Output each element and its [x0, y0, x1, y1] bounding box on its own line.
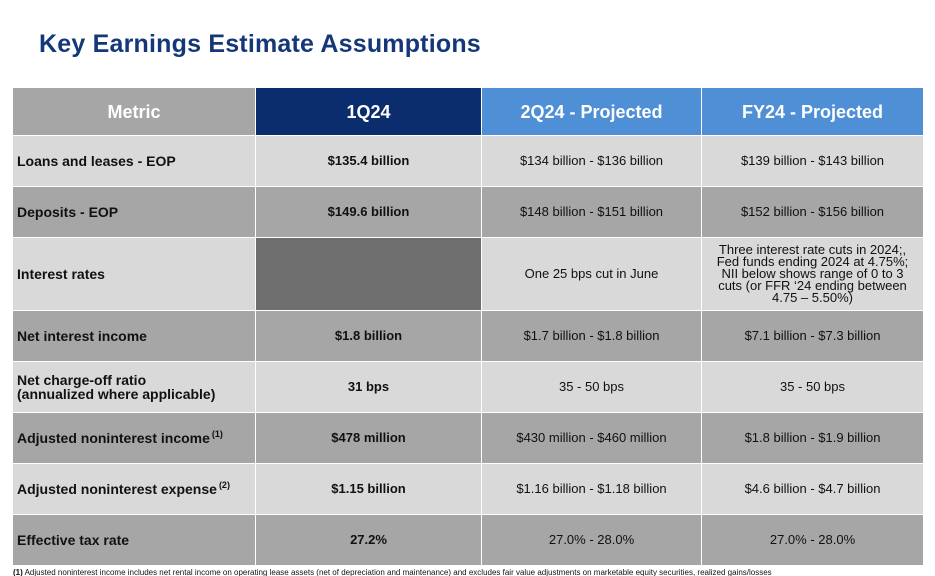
fy-value-cell: $7.1 billion - $7.3 billion	[701, 310, 924, 362]
fy-value-cell: $1.8 billion - $1.9 billion	[701, 412, 924, 464]
table-row: Loans and leases - EOP $135.4 billion $1…	[12, 135, 924, 187]
q1-value-cell: $478 million	[255, 412, 482, 464]
metric-label: Adjusted noninterest expense	[17, 481, 217, 497]
metric-line-1: Net charge-off ratio	[17, 372, 147, 388]
column-header-2q24-projected: 2Q24 - Projected	[481, 87, 702, 136]
metric-cell: Effective tax rate	[12, 514, 256, 566]
q2-value-cell: $134 billion - $136 billion	[481, 135, 702, 187]
q2-value-cell: One 25 bps cut in June	[481, 237, 702, 311]
table-row: Net charge-off ratio (annualized where a…	[12, 361, 924, 413]
fy-value-cell: $139 billion - $143 billion	[701, 135, 924, 187]
table-row: Deposits - EOP $149.6 billion $148 billi…	[12, 186, 924, 238]
column-header-metric: Metric	[12, 87, 256, 136]
q2-value-cell: 27.0% - 28.0%	[481, 514, 702, 566]
table-row: Net interest income $1.8 billion $1.7 bi…	[12, 310, 924, 362]
column-header-fy24-projected: FY24 - Projected	[701, 87, 924, 136]
q2-value-cell: $1.16 billion - $1.18 billion	[481, 463, 702, 515]
assumptions-table: Metric 1Q24 2Q24 - Projected FY24 - Proj…	[12, 87, 924, 566]
q1-value-cell: $1.8 billion	[255, 310, 482, 362]
q1-value-cell: 27.2%	[255, 514, 482, 566]
q2-value-cell: $1.7 billion - $1.8 billion	[481, 310, 702, 362]
metric-label: Adjusted noninterest income	[17, 430, 210, 446]
q1-value-cell: $1.15 billion	[255, 463, 482, 515]
q2-value-cell: $430 million - $460 million	[481, 412, 702, 464]
footnote-number: (1)	[13, 568, 23, 576]
footnote-marker: (1)	[211, 429, 223, 440]
q1-value-cell: $149.6 billion	[255, 186, 482, 238]
table-row: Adjusted noninterest expense (2) $1.15 bi…	[12, 463, 924, 515]
fy-interest-rate-text: Three interest rate cuts in 2024;, Fed f…	[716, 242, 909, 305]
column-header-1q24: 1Q24	[255, 87, 482, 136]
fy-value-cell: Three interest rate cuts in 2024;, Fed f…	[701, 237, 924, 311]
fy-value-cell: 35 - 50 bps	[701, 361, 924, 413]
metric-cell: Adjusted noninterest expense (2)	[12, 463, 256, 515]
table-row: Interest rates One 25 bps cut in June Th…	[12, 237, 924, 311]
q2-value-cell: 35 - 50 bps	[481, 361, 702, 413]
metric-cell: Adjusted noninterest income (1)	[12, 412, 256, 464]
fy-value-cell: 27.0% - 28.0%	[701, 514, 924, 566]
metric-cell: Net interest income	[12, 310, 256, 362]
footnote-marker: (2)	[218, 480, 230, 491]
footnote-text: Adjusted noninterest income includes net…	[24, 568, 772, 576]
table-header-row: Metric 1Q24 2Q24 - Projected FY24 - Proj…	[12, 87, 924, 136]
q1-value-cell-empty	[255, 237, 482, 311]
q1-value-cell: $135.4 billion	[255, 135, 482, 187]
q2-value-cell: $148 billion - $151 billion	[481, 186, 702, 238]
metric-cell: Loans and leases - EOP	[12, 135, 256, 187]
metric-cell: Interest rates	[12, 237, 256, 311]
table-row: Adjusted noninterest income (1) $478 mill…	[12, 412, 924, 464]
page-title: Key Earnings Estimate Assumptions	[39, 30, 481, 58]
fy-value-cell: $4.6 billion - $4.7 billion	[701, 463, 924, 515]
metric-line-2: (annualized where applicable)	[17, 386, 216, 402]
metric-cell: Net charge-off ratio (annualized where a…	[12, 361, 256, 413]
footnote: (1) Adjusted noninterest income includes…	[13, 568, 923, 576]
fy-value-cell: $152 billion - $156 billion	[701, 186, 924, 238]
table-row: Effective tax rate 27.2% 27.0% - 28.0% 2…	[12, 514, 924, 566]
q1-value-cell: 31 bps	[255, 361, 482, 413]
metric-cell: Deposits - EOP	[12, 186, 256, 238]
